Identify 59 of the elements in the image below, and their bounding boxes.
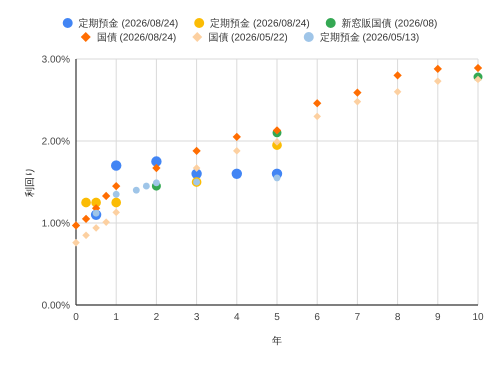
y-axis-title: 利回り xyxy=(24,167,36,197)
point xyxy=(434,64,442,73)
point xyxy=(102,218,110,226)
point xyxy=(81,198,91,208)
x-tick-label: 9 xyxy=(435,312,442,323)
y-tick-label: 3.00% xyxy=(42,54,70,66)
y-tick-label: 1.00% xyxy=(42,218,70,230)
point xyxy=(112,208,120,216)
point xyxy=(272,126,282,134)
point xyxy=(233,147,241,155)
legend-label: 新窓販国債 (2026/08) xyxy=(342,18,438,30)
point xyxy=(192,146,201,155)
x-tick-label: 5 xyxy=(274,312,280,323)
point xyxy=(434,77,442,85)
point xyxy=(82,232,90,240)
point xyxy=(142,182,150,190)
point xyxy=(111,198,122,208)
point xyxy=(232,132,241,142)
x-tick-label: 7 xyxy=(354,312,361,323)
point xyxy=(274,174,280,182)
point xyxy=(72,238,80,246)
point xyxy=(474,76,482,84)
y-tick-label: 2.00% xyxy=(42,136,70,148)
x-tick-label: 1 xyxy=(113,312,120,323)
x-tick-label: 3 xyxy=(194,312,200,323)
point xyxy=(132,186,140,194)
point xyxy=(394,88,402,96)
point xyxy=(313,99,322,108)
x-tick-label: 2 xyxy=(154,312,160,323)
point xyxy=(92,224,100,232)
x-axis-title: 年 xyxy=(272,335,282,347)
point xyxy=(232,168,242,179)
point xyxy=(393,71,402,80)
point xyxy=(192,164,200,172)
point xyxy=(72,221,80,230)
point xyxy=(313,112,321,120)
point xyxy=(112,182,120,190)
point xyxy=(354,98,362,106)
x-tick-label: 6 xyxy=(314,312,320,323)
legend-label: 国債 (2026/08/24) xyxy=(96,32,176,44)
x-tick-label: 0 xyxy=(73,312,80,323)
x-tick-label: 8 xyxy=(394,312,401,323)
point xyxy=(273,138,281,146)
point xyxy=(474,64,482,72)
x-tick-label: 10 xyxy=(472,312,484,323)
legend-label: 定期預金 (2026/08/24) xyxy=(78,18,178,30)
point xyxy=(151,156,162,167)
point xyxy=(152,179,160,186)
point xyxy=(82,214,90,224)
x-tick-label: 4 xyxy=(234,312,240,323)
point xyxy=(152,164,161,172)
y-tick-label: 0.00% xyxy=(42,300,70,312)
legend-label: 国債 (2026/05/22) xyxy=(208,32,288,44)
point xyxy=(111,160,122,171)
point xyxy=(112,190,120,198)
point xyxy=(102,192,110,200)
point xyxy=(353,88,362,97)
legend-label: 定期預金 (2026/08/24) xyxy=(210,18,310,30)
legend-label: 定期預金 (2026/05/13) xyxy=(320,32,420,44)
